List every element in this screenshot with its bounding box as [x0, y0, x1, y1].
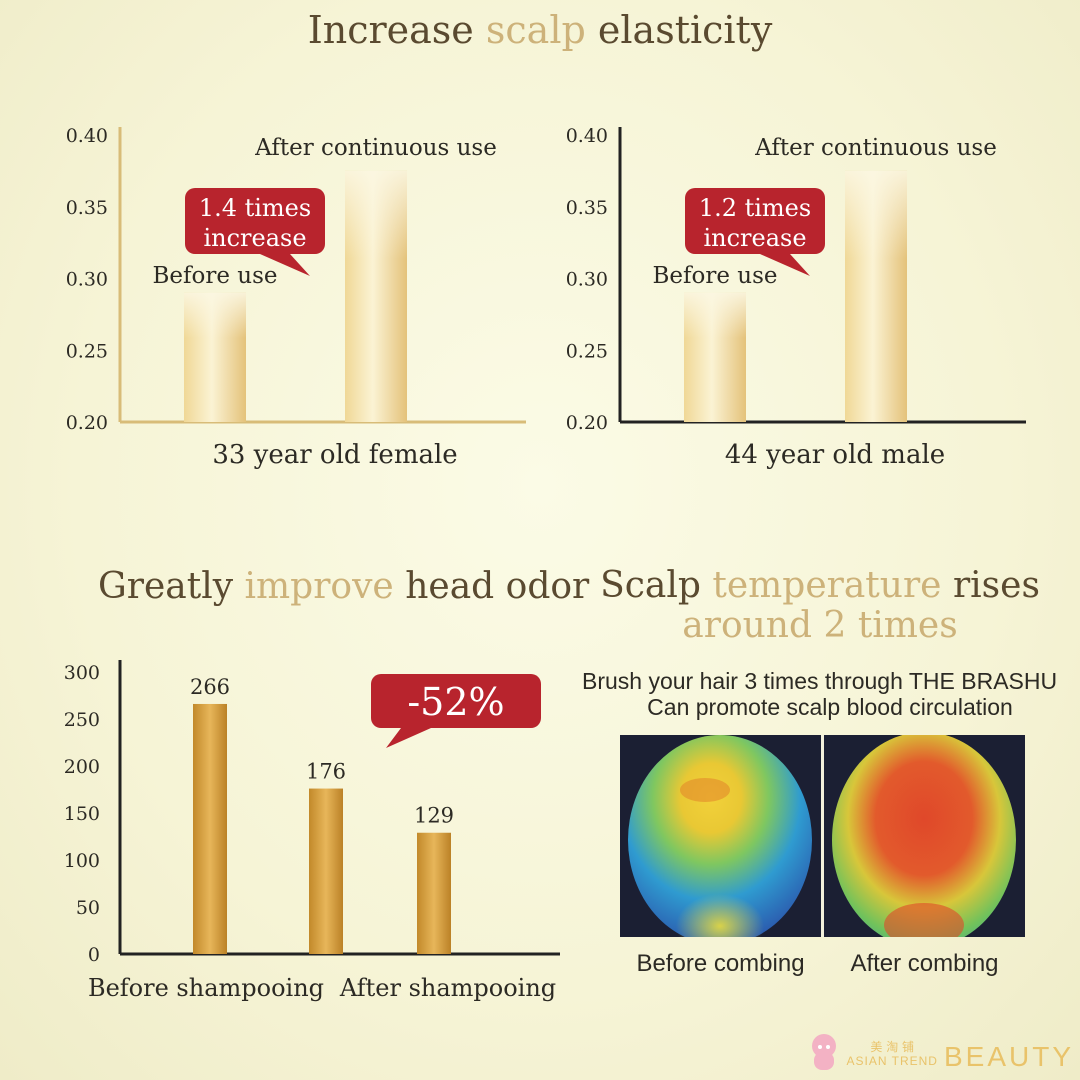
heading-word-highlight: improve [244, 566, 394, 607]
heading-word-highlight: scalp [485, 8, 586, 52]
callout-pointer [260, 254, 310, 276]
y-tick-label: 250 [64, 709, 100, 731]
thermal-image-after [824, 735, 1025, 937]
bar [193, 703, 227, 954]
callout-text: -52% [407, 680, 504, 724]
heading-word: Scalp [600, 565, 701, 606]
y-tick-label: 100 [64, 850, 100, 872]
y-tick-label: 0.25 [566, 340, 608, 362]
y-tick-label: 200 [64, 756, 100, 778]
mascot-icon [811, 1034, 836, 1070]
data-label: 266 [190, 675, 230, 699]
thermal-divider [821, 735, 824, 937]
temperature-heading-line1: Scalp temperature rises [600, 566, 1040, 606]
odor-heading: Greatly improve head odor [98, 566, 589, 607]
bar-highlight [684, 292, 746, 422]
bar-highlight [345, 170, 407, 422]
thermal-head-after [832, 735, 1016, 937]
elasticity-chart-female: 0.40 0.35 0.30 0.25 0.20 Before use After cont… [66, 125, 526, 470]
y-tick-label: 0.20 [566, 412, 608, 434]
category-label-after: After continuous use [254, 135, 497, 161]
callout-text: increase [703, 224, 806, 252]
before-combing-label: Before combing [636, 950, 805, 977]
callout-bubble [371, 674, 541, 728]
y-tick-label: 150 [64, 803, 100, 825]
category-label-before-shampooing: Before shampooing [88, 974, 324, 1002]
callout-text: increase [203, 224, 306, 252]
y-tick-label: 0 [88, 944, 100, 966]
y-tick-label: 0.30 [566, 269, 608, 291]
y-tick-label: 0.30 [66, 269, 108, 291]
heading-word: elasticity [597, 8, 773, 52]
watermark-text-block: 美 淘 铺 ASIAN TREND [847, 1040, 938, 1068]
bar [417, 832, 451, 954]
watermark-big-text: BEAUTY [943, 1041, 1074, 1072]
watermark-small-text: ASIAN TREND [846, 1054, 938, 1068]
x-axis-label: 33 year old female [212, 440, 457, 470]
brand-watermark: 美 淘 铺 ASIAN TREND BEAUTY [807, 1032, 1075, 1072]
temperature-subtitle-line1: Brush your hair 3 times through THE BRAS… [582, 668, 1058, 694]
elasticity-heading: Increase scalp elasticity [0, 8, 1080, 52]
watermark-chinese: 美 淘 铺 [870, 1040, 915, 1054]
data-label: 129 [414, 804, 454, 828]
odor-chart: 300 250 200 150 100 50 0 266 176 129 Before shampo… [64, 660, 560, 1002]
y-tick-label: 50 [76, 897, 100, 919]
callout-text: 1.2 times [699, 194, 811, 222]
y-tick-label: 0.20 [66, 412, 108, 434]
temperature-heading-line2: around 2 times [682, 605, 958, 646]
temperature-subtitle-line2: Can promote scalp blood circulation [647, 694, 1013, 720]
y-tick-label: 300 [64, 662, 100, 684]
y-tick-label: 0.40 [66, 125, 108, 147]
bar-highlight [184, 292, 246, 422]
y-tick-label: 0.35 [566, 197, 608, 219]
thermal-image-before [620, 735, 821, 937]
elasticity-chart-male: 0.40 0.35 0.30 0.25 0.20 Before use After cont… [566, 125, 1026, 470]
bar-highlight [845, 170, 907, 422]
callout-pointer [386, 728, 431, 748]
heading-word: head odor [405, 566, 590, 607]
callout-bubble [185, 188, 325, 254]
callout-text: 1.4 times [199, 194, 311, 222]
bar [309, 788, 343, 954]
y-tick-label: 0.40 [566, 125, 608, 147]
after-combing-label: After combing [850, 950, 999, 977]
heading-word: Greatly [98, 566, 234, 607]
heading-word: rises [952, 565, 1040, 606]
callout-bubble [685, 188, 825, 254]
y-tick-label: 0.35 [66, 197, 108, 219]
callout-pointer [760, 254, 810, 276]
y-tick-label: 0.25 [66, 340, 108, 362]
thermal-head-before [628, 735, 812, 937]
category-label-before: Before use [152, 263, 277, 289]
heading-word: Increase [307, 8, 474, 52]
heading-word-highlight: temperature [712, 565, 942, 606]
category-label-before: Before use [652, 263, 777, 289]
data-label: 176 [306, 760, 346, 784]
x-axis-label: 44 year old male [725, 440, 945, 470]
category-label-after: After continuous use [754, 135, 997, 161]
temperature-heading: Scalp temperature rises around 2 times [600, 566, 1040, 646]
category-label-after-shampooing: After shampooing [339, 974, 556, 1002]
